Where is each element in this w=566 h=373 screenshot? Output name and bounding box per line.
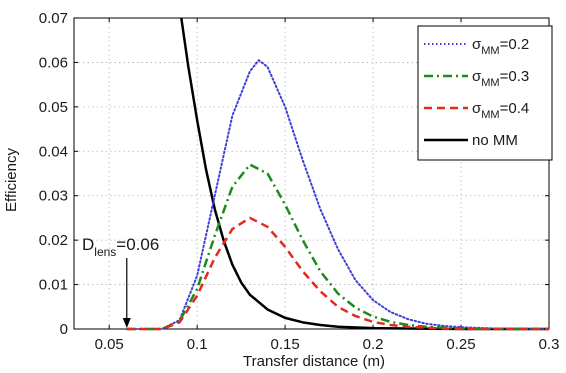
legend-label-sigma-03: σMM=0.3 [472, 68, 529, 89]
tick-layer: 0.05 0.1 0.15 0.2 0.25 0.3 0 0.01 0.02 0.03 0.04 0.… [39, 10, 560, 353]
y-tick-label: 0.05 [39, 99, 68, 116]
dlens-annotation-value: =0.06 [116, 235, 159, 254]
x-tick-label: 0.05 [95, 336, 124, 353]
legend-box [417, 25, 553, 161]
y-tick-label: 0.01 [39, 277, 68, 294]
legend-label-sigma-04: σMM=0.4 [472, 100, 529, 121]
dlens-arrow-head [122, 318, 131, 328]
series-layer [125, 17, 550, 331]
y-tick-label: 0.06 [39, 54, 68, 71]
legend-sigma-value: =0.3 [500, 68, 530, 85]
x-tick-label: 0.15 [271, 336, 300, 353]
series-line-nomm [180, 17, 549, 331]
y-tick-label: 0 [60, 321, 68, 338]
legend-sigma-subscript: MM [481, 45, 499, 57]
legend-sigma-symbol: σ [472, 100, 482, 117]
legend-sigma-symbol: σ [472, 68, 482, 85]
x-tick-label: 0.1 [187, 336, 208, 353]
dlens-annotation: Dlens=0.06 [82, 235, 159, 259]
series-line-s03 [126, 163, 549, 331]
x-axis-title: Transfer distance (m) [243, 353, 385, 370]
y-tick-label: 0.07 [39, 10, 68, 27]
legend-label-no-mm: no MM [472, 132, 518, 149]
y-tick-label: 0.02 [39, 232, 68, 249]
x-tick-label: 0.2 [363, 336, 384, 353]
legend-sigma-symbol: σ [472, 36, 482, 53]
legend-label-sigma-02: σMM=0.2 [472, 36, 529, 57]
y-tick-label: 0.04 [39, 143, 68, 160]
legend-sigma-value: =0.2 [500, 36, 530, 53]
dlens-annotation-main: D [82, 235, 94, 254]
legend-sigma-subscript: MM [481, 77, 499, 89]
x-tick-label: 0.3 [539, 336, 560, 353]
plot-frame [73, 17, 550, 330]
legend-sigma-value: =0.4 [500, 100, 530, 117]
x-tick-label: 0.25 [446, 336, 475, 353]
y-tick-label: 0.03 [39, 188, 68, 205]
legend-sigma-subscript: MM [481, 109, 499, 121]
y-axis-title: Efficiency [3, 148, 20, 212]
legend: σMM=0.2 σMM=0.3 σMM=0.4 no MM [417, 25, 553, 161]
annotation-layer: Dlens=0.06 [82, 235, 159, 328]
series-line-s02 [125, 59, 550, 330]
dlens-annotation-subscript: lens [94, 245, 116, 259]
